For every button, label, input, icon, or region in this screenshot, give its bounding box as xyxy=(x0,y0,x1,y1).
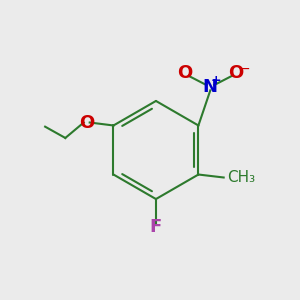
Text: −: − xyxy=(238,62,250,76)
Text: N: N xyxy=(203,78,218,96)
Text: F: F xyxy=(150,218,162,236)
Text: O: O xyxy=(79,113,94,131)
Text: CH₃: CH₃ xyxy=(227,170,255,185)
Text: +: + xyxy=(210,74,221,87)
Text: O: O xyxy=(177,64,193,82)
Text: O: O xyxy=(228,64,243,82)
